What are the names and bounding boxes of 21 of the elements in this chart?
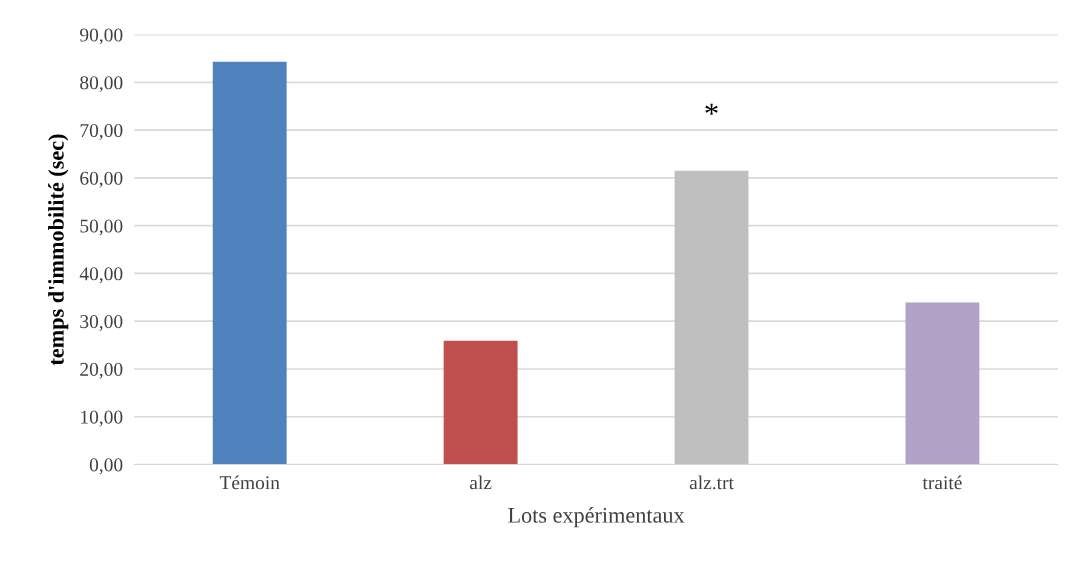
x-tick-label: traité xyxy=(922,475,962,490)
y-tick-label: 30,00 xyxy=(80,315,123,331)
bar xyxy=(212,61,287,465)
y-tick-label: 40,00 xyxy=(79,267,123,284)
x-tick-label: alz xyxy=(469,475,492,490)
bar xyxy=(674,170,749,465)
x-tick-label: Témoin xyxy=(219,475,280,490)
x-axis-title: Lots expérimentaux xyxy=(508,507,685,528)
y-tick-label: 60,00 xyxy=(80,171,123,188)
y-tick-label: 70,00 xyxy=(80,123,123,140)
y-tick-label: 90,00 xyxy=(80,28,123,45)
annotation: * xyxy=(705,103,718,115)
y-tick-label: 20,00 xyxy=(80,362,123,379)
bar xyxy=(905,302,980,465)
y-tick-label: 0,00 xyxy=(89,458,123,475)
y-axis-title: temps d'immobilité (sec) xyxy=(48,134,69,366)
x-tick-label: alz.trt xyxy=(689,475,734,490)
y-tick-label: 50,00 xyxy=(80,219,123,236)
y-tick-label: 10,00 xyxy=(81,410,123,427)
bar xyxy=(443,340,518,465)
y-tick-label: 80,00 xyxy=(80,76,123,93)
